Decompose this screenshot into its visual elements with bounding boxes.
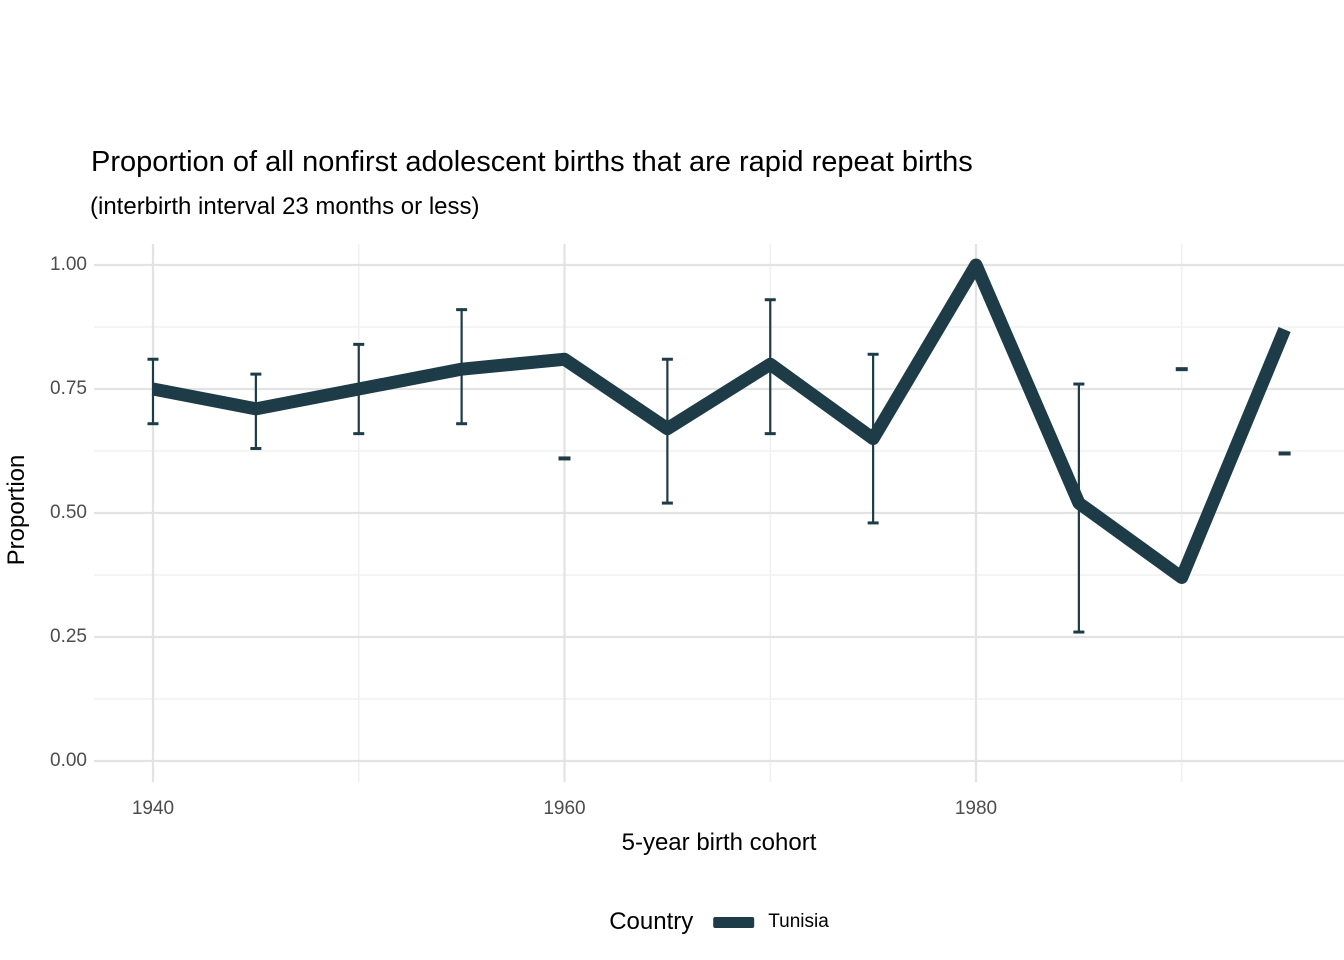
y-tick-label: 1.00 (50, 254, 87, 275)
x-tick-label: 1980 (954, 798, 998, 819)
legend-items: Tunisia (693, 911, 829, 933)
legend-swatch-icon (713, 916, 755, 928)
x-axis-title: 5-year birth cohort (621, 829, 817, 856)
y-tick-label: 0.25 (50, 626, 87, 647)
chart-title: Proportion of all nonfirst adolescent bi… (91, 146, 973, 178)
x-tick-label: 1960 (543, 798, 586, 819)
x-tick-label: 1940 (131, 798, 175, 819)
legend-title: Country (609, 908, 694, 935)
chart-subtitle: (interbirth interval 23 months or less) (90, 193, 480, 220)
y-tick-label: 0.50 (50, 502, 87, 523)
y-tick-label: 0.00 (50, 750, 87, 771)
data-line-tunisia (151, 258, 1291, 584)
legend: Country Tunisia (609, 908, 829, 936)
legend-label: Tunisia (768, 911, 829, 932)
y-tick-label: 0.75 (50, 378, 87, 399)
legend-item: Tunisia (713, 911, 829, 933)
